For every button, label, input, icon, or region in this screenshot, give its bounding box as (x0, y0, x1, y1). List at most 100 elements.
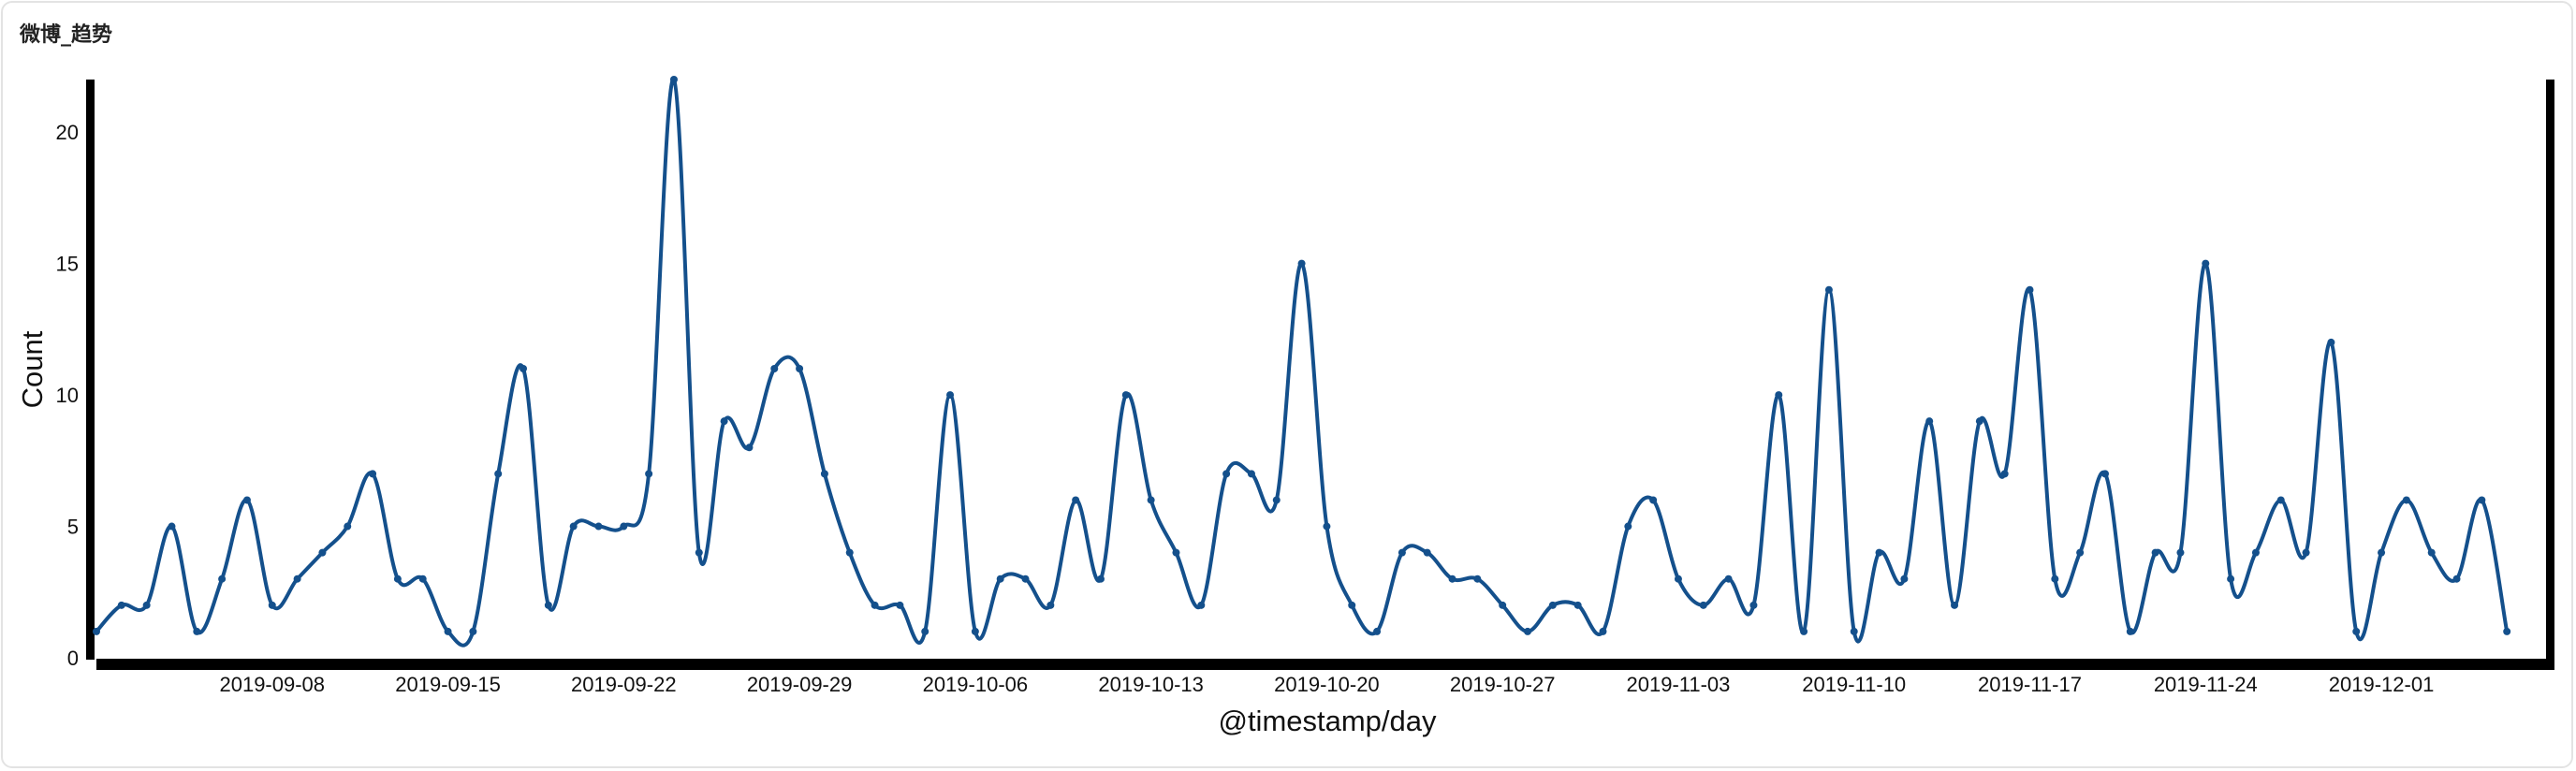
data-point[interactable] (369, 470, 377, 478)
data-point[interactable] (2427, 548, 2436, 557)
data-point[interactable] (1448, 575, 1456, 583)
data-point[interactable] (1624, 522, 1632, 531)
data-point[interactable] (293, 575, 301, 583)
data-point[interactable] (1724, 575, 1733, 583)
data-point[interactable] (1247, 470, 1255, 478)
data-point[interactable] (569, 522, 578, 531)
data-point[interactable] (2176, 548, 2185, 557)
data-point[interactable] (2227, 575, 2235, 583)
data-point[interactable] (1021, 575, 1030, 583)
data-point[interactable] (1951, 601, 1959, 609)
data-point[interactable] (2251, 548, 2260, 557)
data-point[interactable] (2402, 496, 2410, 504)
data-point[interactable] (1925, 417, 1934, 426)
data-point[interactable] (996, 575, 1004, 583)
data-point[interactable] (1499, 601, 1507, 609)
data-point[interactable] (2026, 285, 2034, 294)
data-point[interactable] (393, 575, 402, 583)
data-point[interactable] (1323, 522, 1331, 531)
data-point[interactable] (1272, 496, 1281, 504)
data-point[interactable] (669, 76, 678, 83)
data-point[interactable] (720, 417, 728, 426)
data-point[interactable] (1096, 575, 1105, 583)
data-point[interactable] (896, 601, 904, 609)
data-point[interactable] (2051, 575, 2059, 583)
data-point[interactable] (1222, 470, 1231, 478)
data-point[interactable] (1524, 627, 1532, 635)
data-point[interactable] (796, 365, 804, 372)
data-point[interactable] (1850, 627, 1858, 635)
data-point[interactable] (2276, 496, 2285, 504)
data-point[interactable] (1674, 575, 1682, 583)
data-point[interactable] (2202, 259, 2210, 268)
data-point[interactable] (2076, 548, 2085, 557)
data-point[interactable] (93, 627, 100, 635)
data-point[interactable] (142, 601, 151, 609)
y-tick-label: 0 (67, 647, 79, 670)
data-point[interactable] (469, 627, 477, 635)
data-point[interactable] (1121, 391, 1130, 400)
data-point[interactable] (2327, 338, 2335, 346)
data-point[interactable] (1197, 601, 1206, 609)
data-point[interactable] (1423, 548, 1431, 557)
data-point[interactable] (242, 496, 251, 504)
data-point[interactable] (1072, 496, 1080, 504)
data-point[interactable] (2126, 627, 2134, 635)
data-point[interactable] (2352, 627, 2361, 635)
data-point[interactable] (820, 470, 828, 478)
data-point[interactable] (2452, 575, 2461, 583)
data-point[interactable] (520, 365, 528, 372)
data-point[interactable] (1473, 575, 1482, 583)
data-point[interactable] (745, 444, 754, 452)
data-point[interactable] (444, 627, 452, 635)
data-point[interactable] (1975, 417, 1983, 426)
data-point[interactable] (544, 601, 552, 609)
data-point[interactable] (1749, 601, 1758, 609)
data-point[interactable] (1649, 496, 1658, 504)
data-point[interactable] (1824, 285, 1833, 294)
data-point[interactable] (193, 627, 201, 635)
data-point[interactable] (2151, 548, 2159, 557)
data-point[interactable] (645, 470, 653, 478)
data-point[interactable] (1147, 496, 1155, 504)
data-point[interactable] (770, 365, 779, 372)
data-point[interactable] (971, 627, 979, 635)
data-point[interactable] (1297, 259, 1306, 268)
data-point[interactable] (620, 522, 628, 531)
data-point[interactable] (1775, 391, 1783, 400)
data-point[interactable] (344, 522, 352, 531)
data-point[interactable] (871, 601, 879, 609)
data-point[interactable] (218, 575, 227, 583)
data-point[interactable] (594, 522, 603, 531)
data-point[interactable] (1573, 601, 1582, 609)
data-point[interactable] (1548, 601, 1557, 609)
data-point[interactable] (268, 601, 276, 609)
data-point[interactable] (2378, 548, 2386, 557)
data-point[interactable] (1046, 601, 1055, 609)
x-tick-label: 2019-09-15 (395, 673, 501, 696)
data-point[interactable] (418, 575, 427, 583)
data-point[interactable] (1348, 601, 1356, 609)
data-point[interactable] (494, 470, 503, 478)
data-point[interactable] (946, 391, 955, 400)
data-point[interactable] (1172, 548, 1180, 557)
data-point[interactable] (845, 548, 854, 557)
data-point[interactable] (921, 627, 929, 635)
data-point[interactable] (2503, 627, 2511, 635)
data-point[interactable] (1398, 548, 1406, 557)
data-point[interactable] (2000, 470, 2009, 478)
data-point[interactable] (1599, 627, 1607, 635)
x-tick-label: 2019-10-27 (1450, 673, 1556, 696)
data-point[interactable] (2478, 496, 2486, 504)
data-point[interactable] (168, 522, 176, 531)
data-point[interactable] (1875, 548, 1883, 557)
data-point[interactable] (1699, 601, 1707, 609)
data-point[interactable] (1373, 627, 1382, 635)
data-point[interactable] (1900, 575, 1909, 583)
data-point[interactable] (2100, 470, 2109, 478)
data-point[interactable] (117, 601, 125, 609)
data-point[interactable] (1800, 627, 1808, 635)
data-point[interactable] (695, 548, 703, 557)
data-point[interactable] (2302, 548, 2310, 557)
data-point[interactable] (318, 548, 327, 557)
